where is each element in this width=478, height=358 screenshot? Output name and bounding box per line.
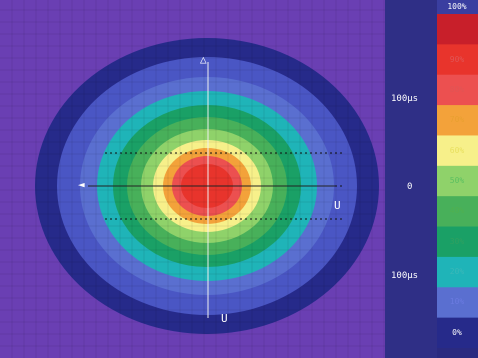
colorbar-label-10: 0% — [452, 327, 462, 337]
left-axis-marker: ◄ — [78, 178, 85, 191]
colorbar-label-2: 80% — [449, 84, 465, 94]
colorbar-label-0: 100% — [447, 2, 467, 11]
colorbar-swatch-9 — [437, 287, 478, 319]
colorbar-label-7: 30% — [449, 236, 465, 246]
colorbar-swatch-2 — [437, 74, 478, 106]
bottom-axis-marker: U — [221, 312, 228, 325]
scale-panel — [385, 0, 435, 358]
colorbar-swatch-3 — [437, 105, 478, 136]
top-axis-marker: △ — [200, 53, 207, 66]
colorbar-label-1: 90% — [449, 54, 465, 64]
colorbar-swatch-4 — [437, 135, 478, 167]
scale-label-bottom: 100μs — [391, 271, 419, 281]
colorbar-label-8: 20% — [449, 267, 465, 277]
colorbar-header — [437, 0, 478, 14]
scale-label-center: 0 — [407, 182, 413, 192]
colorbar-swatch-1 — [437, 44, 478, 76]
colorbar-swatch-0 — [437, 14, 478, 45]
scale-label-top: 100μs — [391, 94, 419, 104]
right-axis-marker: U — [334, 199, 341, 212]
colorbar-label-9: 10% — [449, 297, 465, 307]
colorbar-swatch-5 — [437, 165, 478, 197]
colorbar-swatch-8 — [437, 256, 478, 288]
colorbar-label-4: 60% — [449, 145, 465, 155]
colorbar-swatch-7 — [437, 226, 478, 258]
colorbar-footer — [437, 348, 478, 358]
colorbar-swatch-6 — [437, 196, 478, 228]
colorbar-label-3: 70% — [449, 115, 465, 125]
colorbar-swatch-10 — [437, 317, 478, 349]
colorbar-label-6: 40% — [449, 206, 465, 216]
colorbar-label-5: 50% — [449, 176, 465, 185]
